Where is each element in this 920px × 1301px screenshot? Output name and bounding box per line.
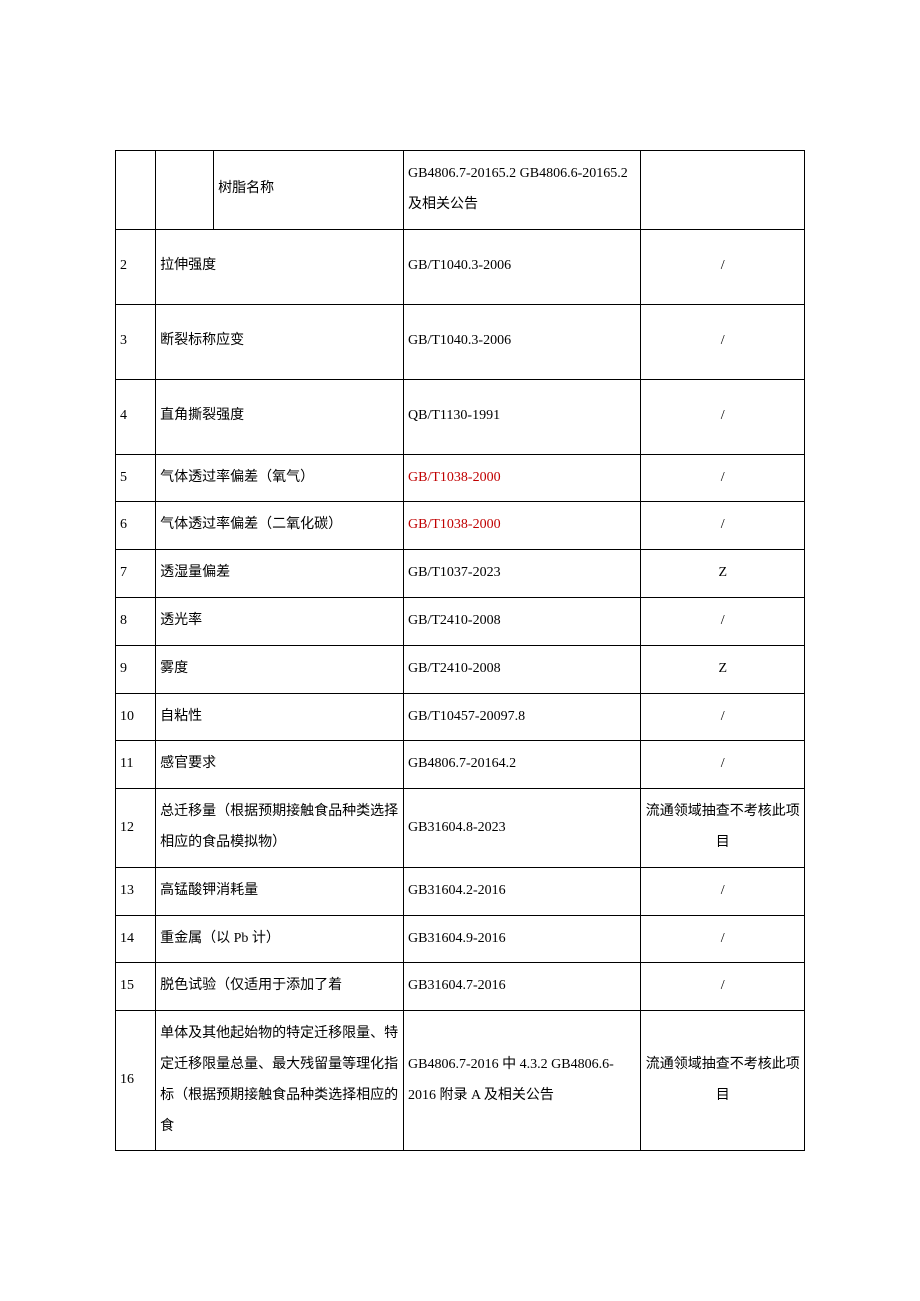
cell-name: 断裂标称应变 [156, 304, 404, 379]
cell-sub1 [156, 151, 214, 230]
table-row: 2 拉伸强度 GB/T1040.3-2006 / [116, 229, 805, 304]
cell-std: GB/T2410-2008 [404, 597, 641, 645]
cell-sub2: 树脂名称 [214, 151, 404, 230]
table-row: 树脂名称 GB4806.7-20165.2 GB4806.6-20165.2 及… [116, 151, 805, 230]
table-row: 13 高锰酸钾消耗量 GB31604.2-2016 / [116, 867, 805, 915]
cell-name: 脱色试验（仅适用于添加了着 [156, 963, 404, 1011]
cell-std: GB4806.7-20165.2 GB4806.6-20165.2 及相关公告 [404, 151, 641, 230]
cell-name: 直角撕裂强度 [156, 379, 404, 454]
table-row: 9 雾度 GB/T2410-2008 Z [116, 645, 805, 693]
cell-name: 总迁移量（根据预期接触食品种类选择相应的食品模拟物） [156, 789, 404, 868]
cell-num: 9 [116, 645, 156, 693]
cell-num: 5 [116, 454, 156, 502]
cell-std: GB31604.8-2023 [404, 789, 641, 868]
cell-name: 单体及其他起始物的特定迁移限量、特定迁移限量总量、最大残留量等理化指标（根据预期… [156, 1011, 404, 1151]
table-row: 14 重金属（以 Pb 计） GB31604.9-2016 / [116, 915, 805, 963]
cell-note: / [641, 693, 805, 741]
cell-std: GB/T2410-2008 [404, 645, 641, 693]
cell-name: 透湿量偏差 [156, 550, 404, 598]
table-row: 8 透光率 GB/T2410-2008 / [116, 597, 805, 645]
cell-note: / [641, 597, 805, 645]
cell-name: 雾度 [156, 645, 404, 693]
cell-note: / [641, 502, 805, 550]
cell-name: 透光率 [156, 597, 404, 645]
cell-note: / [641, 963, 805, 1011]
cell-num: 16 [116, 1011, 156, 1151]
cell-num: 15 [116, 963, 156, 1011]
cell-std: GB31604.7-2016 [404, 963, 641, 1011]
cell-name: 感官要求 [156, 741, 404, 789]
cell-note: 流通领域抽查不考核此项目 [641, 789, 805, 868]
cell-name: 高锰酸钾消耗量 [156, 867, 404, 915]
cell-num: 13 [116, 867, 156, 915]
cell-name: 拉伸强度 [156, 229, 404, 304]
cell-note [641, 151, 805, 230]
cell-std: GB/T1040.3-2006 [404, 229, 641, 304]
cell-note: / [641, 741, 805, 789]
cell-name: 气体透过率偏差（二氧化碳） [156, 502, 404, 550]
cell-note: / [641, 379, 805, 454]
cell-std: GB/T1038-2000 [404, 502, 641, 550]
cell-std: GB31604.9-2016 [404, 915, 641, 963]
table-row: 3 断裂标称应变 GB/T1040.3-2006 / [116, 304, 805, 379]
cell-std: GB31604.2-2016 [404, 867, 641, 915]
cell-num: 8 [116, 597, 156, 645]
table-row: 5 气体透过率偏差（氧气） GB/T1038-2000 / [116, 454, 805, 502]
cell-num: 12 [116, 789, 156, 868]
cell-num: 14 [116, 915, 156, 963]
cell-name: 气体透过率偏差（氧气） [156, 454, 404, 502]
cell-num: 11 [116, 741, 156, 789]
cell-std: GB/T10457-20097.8 [404, 693, 641, 741]
table-row: 16 单体及其他起始物的特定迁移限量、特定迁移限量总量、最大残留量等理化指标（根… [116, 1011, 805, 1151]
table-row: 6 气体透过率偏差（二氧化碳） GB/T1038-2000 / [116, 502, 805, 550]
table-row: 15 脱色试验（仅适用于添加了着 GB31604.7-2016 / [116, 963, 805, 1011]
cell-num: 7 [116, 550, 156, 598]
table-row: 10 自粘性 GB/T10457-20097.8 / [116, 693, 805, 741]
table-row: 11 感官要求 GB4806.7-20164.2 / [116, 741, 805, 789]
cell-std: GB4806.7-20164.2 [404, 741, 641, 789]
cell-note: 流通领域抽查不考核此项目 [641, 1011, 805, 1151]
cell-note: Z [641, 550, 805, 598]
table-row: 12 总迁移量（根据预期接触食品种类选择相应的食品模拟物） GB31604.8-… [116, 789, 805, 868]
cell-note: / [641, 867, 805, 915]
cell-std: GB/T1037-2023 [404, 550, 641, 598]
table-row: 7 透湿量偏差 GB/T1037-2023 Z [116, 550, 805, 598]
cell-std: GB/T1040.3-2006 [404, 304, 641, 379]
cell-note: / [641, 915, 805, 963]
cell-std: GB4806.7-2016 中 4.3.2 GB4806.6-2016 附录 A… [404, 1011, 641, 1151]
cell-name: 自粘性 [156, 693, 404, 741]
table-row: 4 直角撕裂强度 QB/T1130-1991 / [116, 379, 805, 454]
cell-name: 重金属（以 Pb 计） [156, 915, 404, 963]
cell-num: 10 [116, 693, 156, 741]
cell-note: / [641, 304, 805, 379]
cell-num: 4 [116, 379, 156, 454]
cell-note: / [641, 454, 805, 502]
cell-std: QB/T1130-1991 [404, 379, 641, 454]
cell-num [116, 151, 156, 230]
standards-table: 树脂名称 GB4806.7-20165.2 GB4806.6-20165.2 及… [115, 150, 805, 1151]
cell-num: 2 [116, 229, 156, 304]
cell-num: 3 [116, 304, 156, 379]
cell-note: Z [641, 645, 805, 693]
cell-std: GB/T1038-2000 [404, 454, 641, 502]
cell-note: / [641, 229, 805, 304]
cell-num: 6 [116, 502, 156, 550]
